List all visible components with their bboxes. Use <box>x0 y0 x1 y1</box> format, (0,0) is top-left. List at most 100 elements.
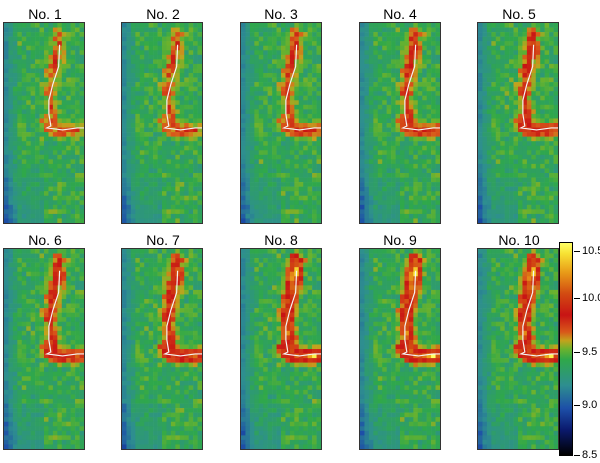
heatmap-cell <box>17 63 23 69</box>
heatmap-cell <box>35 394 40 400</box>
heatmap-cell <box>4 403 9 409</box>
heatmap-cell <box>4 380 9 386</box>
heatmap-cell <box>491 77 497 83</box>
heatmap-cell <box>52 444 58 449</box>
heatmap-cell <box>285 218 291 223</box>
heatmap-cell <box>39 209 45 215</box>
heatmap-cell <box>404 177 410 183</box>
heatmap-cell <box>166 86 172 92</box>
heatmap-cell <box>495 91 501 97</box>
heatmap-cell <box>368 54 374 60</box>
heatmap-cell <box>193 145 198 151</box>
heatmap-cell <box>263 154 268 160</box>
heatmap-cell <box>75 358 80 363</box>
heatmap-cell <box>289 63 295 69</box>
heatmap-cell <box>39 299 45 304</box>
heatmap-cell <box>491 186 497 192</box>
heatmap-cell <box>513 213 519 219</box>
heatmap-cell <box>500 163 505 169</box>
heatmap-cell <box>21 362 27 368</box>
heatmap-cell <box>298 141 304 147</box>
heatmap-cell <box>249 218 255 223</box>
heatmap-cell <box>30 321 36 327</box>
heatmap-cell <box>303 113 308 119</box>
heatmap-cell <box>382 63 387 69</box>
heatmap-cell <box>504 54 510 60</box>
heatmap-cell <box>157 77 163 83</box>
heatmap-cell <box>148 253 154 259</box>
heatmap-cell <box>39 41 45 47</box>
heatmap-cell <box>478 100 483 106</box>
heatmap-cell <box>75 385 80 391</box>
heatmap-cell <box>197 280 202 286</box>
heatmap-cell <box>30 330 36 336</box>
heatmap-cell <box>153 299 158 304</box>
ridge-contour-line <box>44 270 84 357</box>
heatmap-cell <box>188 91 194 97</box>
heatmap-cell <box>509 209 514 215</box>
heatmap-cell <box>544 141 550 147</box>
heatmap-cell <box>513 127 519 133</box>
heatmap-cell <box>17 59 23 65</box>
heatmap-cell <box>540 163 545 169</box>
heatmap-cell <box>382 50 387 56</box>
heatmap-cell <box>482 50 488 56</box>
heatmap-cell <box>254 45 260 51</box>
heatmap-cell <box>61 312 67 318</box>
heatmap-cell <box>281 127 286 133</box>
heatmap-cell <box>162 299 167 304</box>
heatmap-cell <box>281 132 286 137</box>
heatmap-cell <box>179 91 185 97</box>
heatmap-cell <box>417 145 423 151</box>
panel-title: No. 4 <box>383 6 417 22</box>
heatmap-cell <box>12 141 18 147</box>
heatmap-cell <box>272 209 277 215</box>
heatmap-cell <box>413 163 419 169</box>
heatmap-cell <box>303 177 308 183</box>
heatmap-cell <box>486 27 492 33</box>
heatmap-cell <box>26 253 31 259</box>
heatmap-cell <box>276 150 282 156</box>
heatmap-cell <box>17 195 23 201</box>
heatmap-cell <box>417 100 423 106</box>
heatmap-cell <box>509 136 514 142</box>
heatmap-cell <box>52 294 58 300</box>
heatmap-cell <box>162 36 167 42</box>
heatmap-cell <box>35 412 40 418</box>
heatmap-cell <box>44 299 49 304</box>
heatmap-cell <box>431 41 436 47</box>
heatmap-cell <box>66 163 71 169</box>
heatmap-cell <box>188 132 194 137</box>
heatmap-cell <box>4 113 9 119</box>
heatmap-cell <box>431 68 436 74</box>
heatmap-cell <box>66 294 71 300</box>
heatmap-cell <box>193 195 198 201</box>
heatmap-cell <box>26 321 31 327</box>
heatmap-cell <box>316 163 321 169</box>
heatmap-cell <box>426 218 432 223</box>
heatmap-cell <box>66 326 71 332</box>
heatmap-cell <box>526 59 532 65</box>
heatmap-cell <box>303 136 308 142</box>
heatmap-cell <box>39 408 45 413</box>
heatmap-cell <box>289 59 295 65</box>
heatmap-cell <box>368 95 374 101</box>
heatmap-cell <box>522 41 528 47</box>
heatmap-cell <box>553 45 558 51</box>
heatmap-cell <box>175 82 181 87</box>
heatmap-cell <box>245 23 251 28</box>
heatmap-cell <box>166 23 172 28</box>
heatmap-cell <box>4 109 9 115</box>
heatmap-cell <box>254 168 260 174</box>
heatmap-cell <box>391 159 396 165</box>
heatmap-cell <box>312 136 317 142</box>
heatmap-cell <box>35 294 40 300</box>
heatmap-cell <box>135 163 141 169</box>
heatmap-cell <box>30 289 36 295</box>
heatmap-cell <box>130 59 136 65</box>
heatmap-cell <box>126 213 132 219</box>
heatmap-cell <box>249 163 255 169</box>
heatmap-cell <box>170 289 176 295</box>
heatmap-cell <box>294 100 300 106</box>
heatmap-cell <box>316 200 321 206</box>
